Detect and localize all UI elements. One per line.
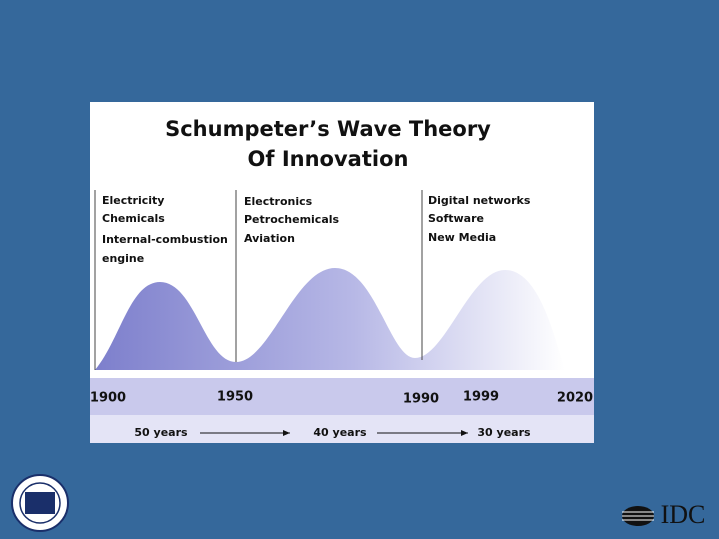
idc-logo: IDC (622, 500, 705, 529)
duration-band (90, 415, 594, 443)
year: 1990 (403, 392, 439, 407)
label: engine (102, 252, 144, 265)
duration: 50 years (134, 426, 188, 439)
label: Electricity (102, 194, 164, 207)
label: Internal-combustion (102, 233, 228, 246)
label: Digital networks (428, 194, 531, 207)
year: 1900 (90, 391, 126, 406)
label: Software (428, 212, 484, 225)
year: 1950 (217, 390, 253, 405)
label: Electronics (244, 195, 313, 208)
year: 2020 (557, 391, 593, 406)
duration: 40 years (313, 426, 367, 439)
label: Chemicals (102, 212, 165, 225)
label: Aviation (244, 232, 295, 245)
logo-text: IDC (661, 500, 706, 529)
seal (11, 474, 69, 532)
label: New Media (428, 231, 496, 244)
timeline-band (90, 378, 594, 415)
title: Of Innovation (248, 147, 409, 171)
title: Schumpeter’s Wave Theory (165, 117, 491, 141)
waves (95, 268, 565, 370)
label: Petrochemicals (244, 213, 340, 226)
year: 1999 (463, 390, 499, 405)
wave-labels: Electricity Chemicals Internal-combustio… (102, 194, 531, 265)
duration: 30 years (477, 426, 531, 439)
